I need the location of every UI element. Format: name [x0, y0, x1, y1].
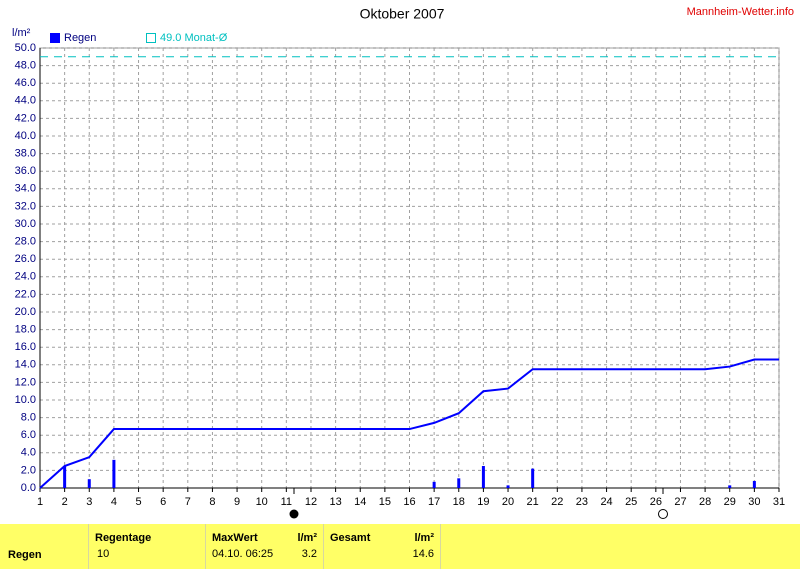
legend-swatch [50, 33, 60, 43]
chart-title: Oktober 2007 [360, 6, 445, 22]
bar [752, 480, 756, 488]
chart: Oktober 2007 Mannheim-Wetter.info l/m² R… [12, 6, 794, 519]
y-tick-label: 14.0 [15, 359, 36, 371]
x-tick-label: 4 [111, 496, 117, 508]
bar [63, 466, 67, 488]
y-tick-label: 2.0 [21, 464, 36, 476]
y-tick-label: 36.0 [15, 165, 36, 177]
y-tick-label: 16.0 [15, 341, 36, 353]
x-tick-label: 10 [256, 496, 268, 508]
y-tick-label: 30.0 [15, 218, 36, 230]
y-tick-label: 28.0 [15, 236, 36, 248]
y-tick-label: 40.0 [15, 130, 36, 142]
x-tick-label: 9 [234, 496, 240, 508]
cell: 14.6 [412, 548, 434, 560]
x-tick-label: 13 [329, 496, 341, 508]
x-tick-label: 14 [354, 496, 366, 508]
x-tick-label: 28 [699, 496, 711, 508]
x-tick-label: 23 [576, 496, 588, 508]
column-unit: l/m² [297, 532, 317, 544]
bar [728, 485, 732, 488]
y-tick-label: 0.0 [21, 482, 36, 494]
column-header: Gesamt [330, 532, 371, 544]
bar [457, 478, 461, 488]
x-tick-label: 30 [748, 496, 760, 508]
y-tick-label: 48.0 [15, 60, 36, 72]
y-tick-label: 42.0 [15, 112, 36, 124]
y-axis-label: l/m² [12, 27, 31, 39]
y-tick-label: 8.0 [21, 412, 36, 424]
summary-table: Regentage MaxWert l/m² Gesamt l/m² Regen… [0, 524, 800, 569]
y-tick-label: 4.0 [21, 447, 36, 459]
legend-label: 49.0 Monat-Ø [160, 32, 228, 44]
y-tick-label: 38.0 [15, 148, 36, 160]
x-tick-label: 31 [773, 496, 785, 508]
x-tick-label: 2 [62, 496, 68, 508]
y-tick-label: 6.0 [21, 429, 36, 441]
x-tick-label: 22 [551, 496, 563, 508]
x-tick-label: 12 [305, 496, 317, 508]
bar [506, 485, 510, 488]
x-tick-label: 15 [379, 496, 391, 508]
bar [481, 466, 485, 488]
y-tick-label: 46.0 [15, 77, 36, 89]
full-moon [658, 509, 668, 519]
source: Mannheim-Wetter.info [687, 6, 794, 18]
x-tick-label: 25 [625, 496, 637, 508]
x-tick-label: 17 [428, 496, 440, 508]
column-header: MaxWert [212, 532, 258, 544]
x-tick-label: 27 [674, 496, 686, 508]
y-tick-label: 24.0 [15, 271, 36, 283]
x-tick-label: 20 [502, 496, 514, 508]
line [39, 358, 779, 489]
y-tick-label: 32.0 [15, 200, 36, 212]
x-tick-label: 21 [527, 496, 539, 508]
bar [87, 479, 91, 488]
x-tick-label: 8 [209, 496, 215, 508]
x-tick-label: 6 [160, 496, 166, 508]
column-unit: l/m² [414, 532, 434, 544]
y-tick-label: 10.0 [15, 394, 36, 406]
x-tick-label: 18 [453, 496, 465, 508]
legend-swatch [146, 33, 156, 43]
x-tick-label: 11 [281, 496, 292, 508]
row-label: Regen [8, 549, 42, 561]
x-tick-label: 24 [600, 496, 612, 508]
x-tick-label: 19 [477, 496, 489, 508]
y-tick-label: 26.0 [15, 253, 36, 265]
bar [112, 459, 116, 488]
y-tick-label: 34.0 [15, 183, 36, 195]
bar [531, 468, 535, 488]
x-tick-label: 1 [37, 496, 43, 508]
x-tick-label: 7 [185, 496, 191, 508]
y-tick-label: 44.0 [15, 95, 36, 107]
y-tick-label: 20.0 [15, 306, 36, 318]
x-tick-label: 3 [86, 496, 92, 508]
y-tick-label: 22.0 [15, 288, 36, 300]
y-tick-label: 12.0 [15, 376, 36, 388]
x-tick-label: 29 [724, 496, 736, 508]
x-tick-label: 26 [650, 496, 662, 508]
y-tick-label: 18.0 [15, 324, 36, 336]
new-moon [289, 509, 299, 519]
bar [432, 481, 436, 488]
cell: 3.2 [301, 548, 317, 560]
column-header: Regentage [95, 532, 152, 544]
x-tick-label: 16 [403, 496, 415, 508]
cell: 04.10. 06:25 [212, 548, 274, 560]
cell: 10 [97, 548, 110, 560]
y-tick-label: 50.0 [15, 42, 36, 54]
x-tick-label: 5 [135, 496, 141, 508]
legend-label: Regen [64, 32, 96, 44]
